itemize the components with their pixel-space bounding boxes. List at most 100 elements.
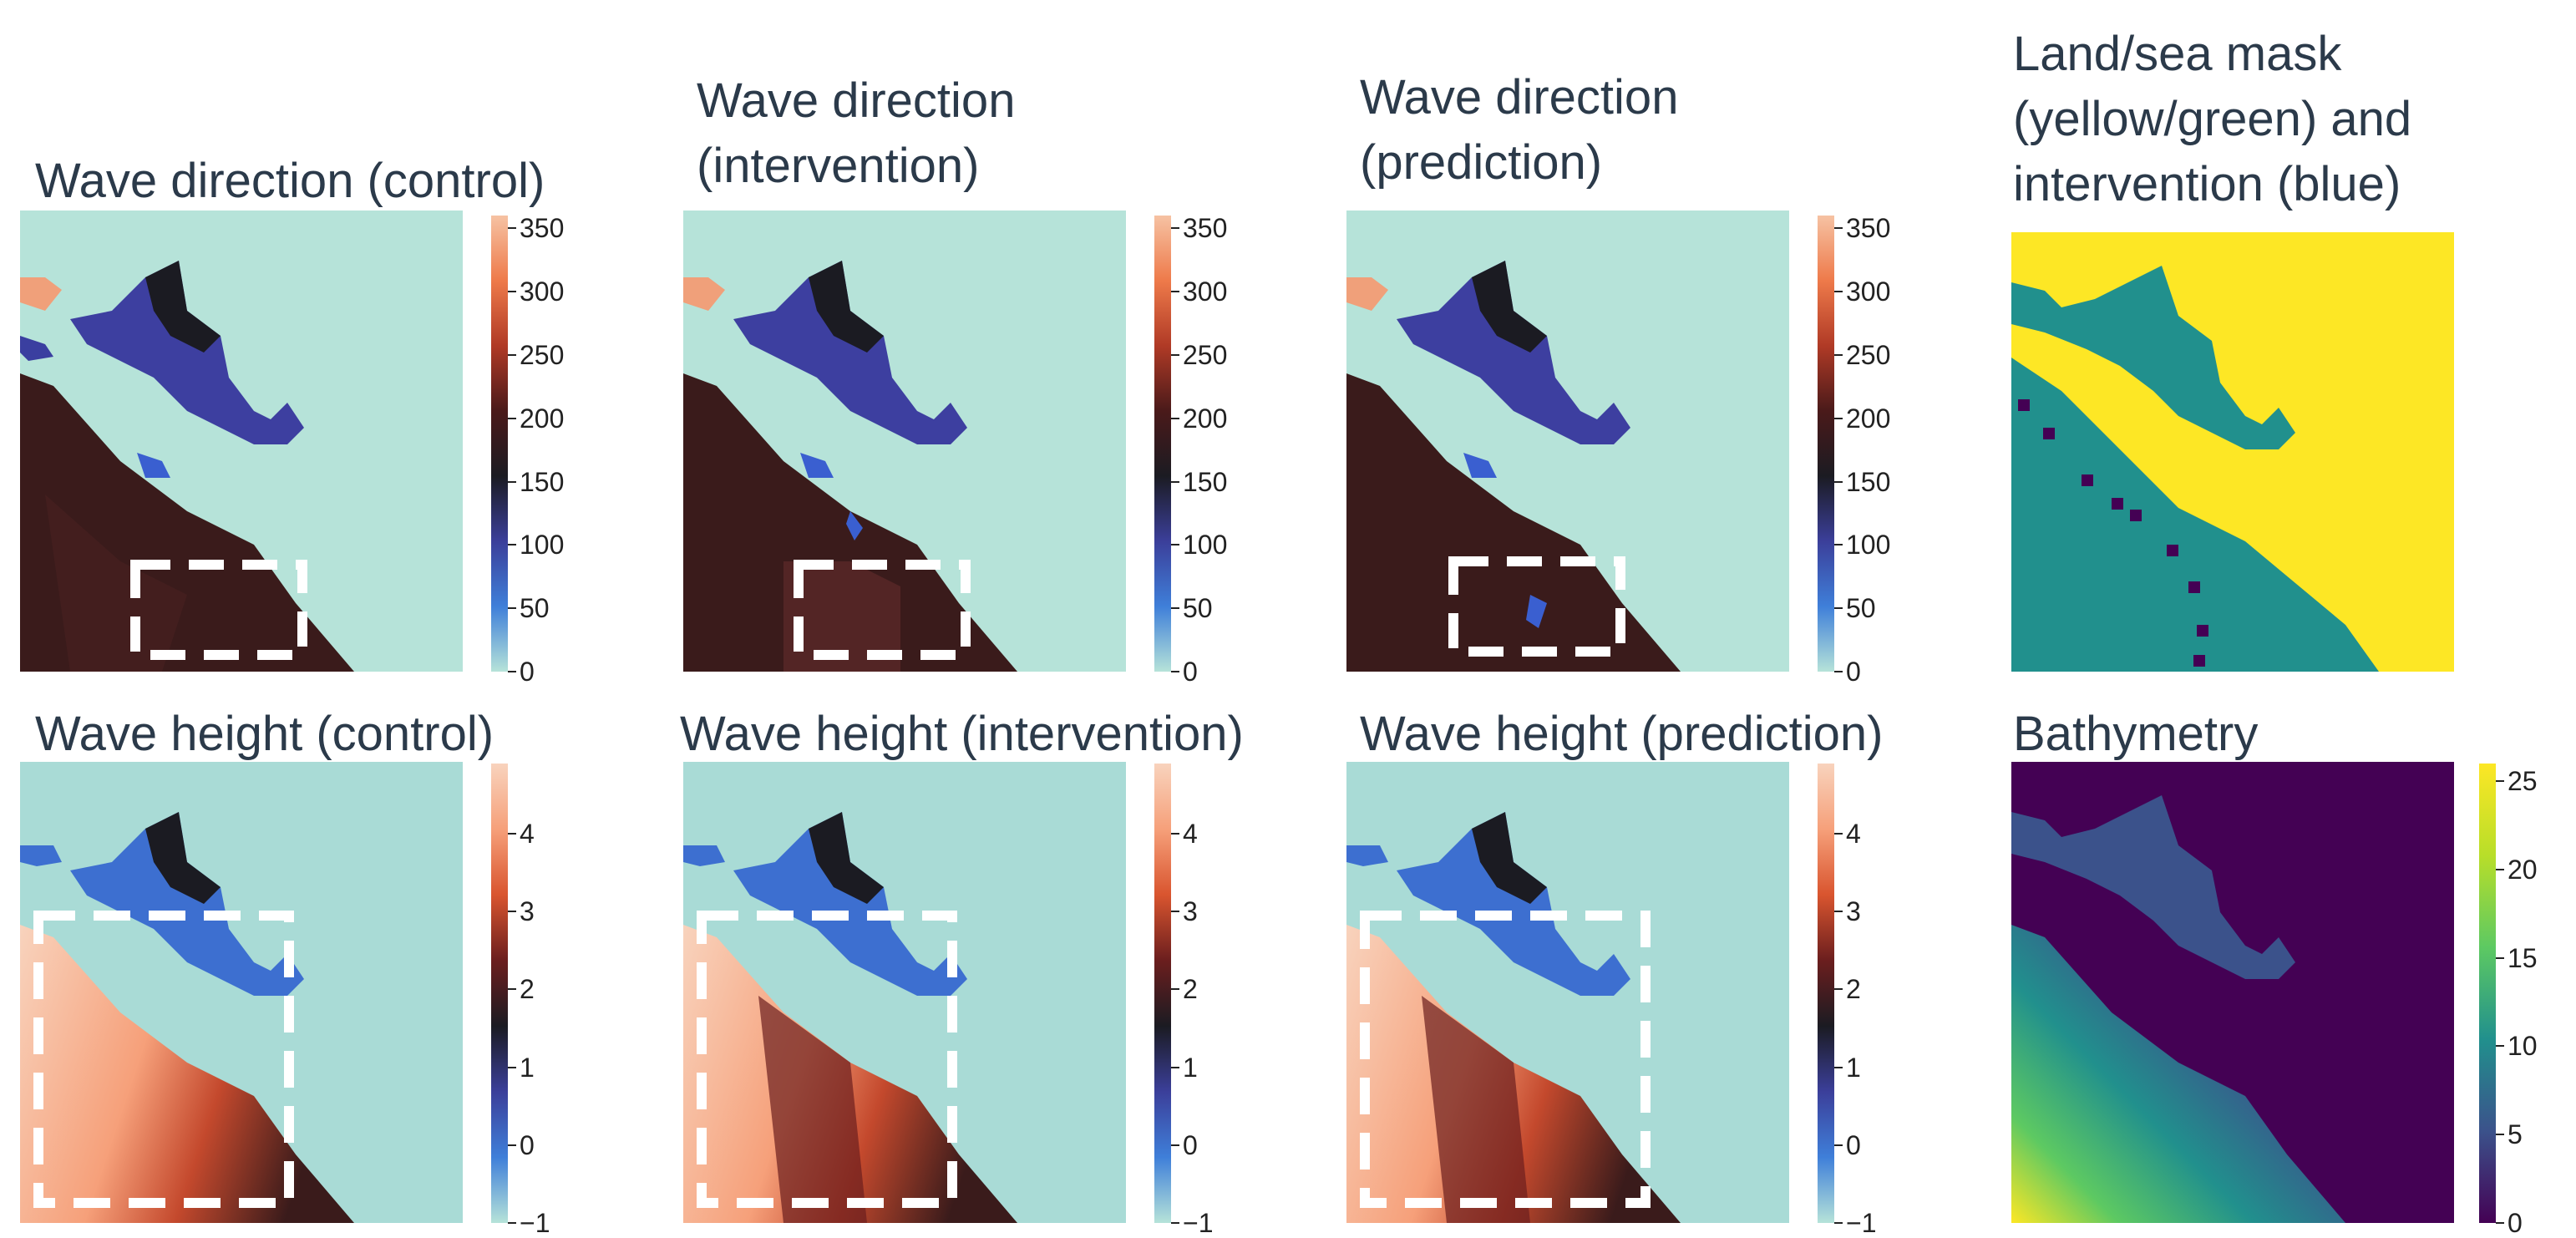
colorbar-dir-intervention-tickmark (1171, 607, 1179, 610)
colorbar-height-intervention-tick-label: 1 (1183, 1052, 1198, 1083)
colorbar-dir-prediction-tick-label: 100 (1846, 530, 1891, 561)
colorbar-dir-control-tick-label: 300 (520, 277, 565, 307)
colorbar-dir-prediction (1818, 216, 1834, 672)
colorbar-dir-intervention-tick-label: 150 (1183, 466, 1228, 497)
colorbar-bathymetry-tickmark (2496, 868, 2504, 870)
heatmap-height-intervention (683, 762, 1126, 1223)
colorbar-dir-prediction-tickmark (1834, 417, 1843, 419)
colorbar-height-control-tickmark (508, 988, 516, 991)
colorbar-dir-prediction-tickmark (1834, 227, 1843, 230)
colorbar-bathymetry-tickmark (2496, 1222, 2504, 1224)
colorbar-height-intervention-tickmark (1171, 911, 1179, 913)
colorbar-bathymetry-tickmark (2496, 1134, 2504, 1136)
colorbar-height-control-tickmark (508, 832, 516, 835)
title-height-control: Wave height (control) (35, 707, 494, 761)
colorbar-dir-prediction-tick-label: 0 (1846, 657, 1861, 687)
colorbar-height-prediction-tick-label: 2 (1846, 974, 1861, 1005)
colorbar-bathymetry-tick-label: 10 (2508, 1031, 2538, 1062)
colorbar-dir-intervention-tickmark (1171, 291, 1179, 292)
colorbar-dir-control-tick-label: 50 (520, 593, 550, 624)
colorbar-height-prediction-tick-label: −1 (1846, 1208, 1877, 1238)
colorbar-dir-prediction-tick-label: 250 (1846, 339, 1891, 370)
colorbar-dir-control (491, 216, 508, 672)
colorbar-bathymetry-tick-label: 20 (2508, 854, 2538, 885)
title-dir-control: Wave direction (control) (35, 154, 545, 208)
colorbar-height-intervention-tickmark (1171, 1222, 1179, 1224)
colorbar-bathymetry-tick-label: 15 (2508, 942, 2538, 973)
colorbar-height-prediction (1818, 764, 1834, 1223)
colorbar-height-control-tick-label: 0 (520, 1129, 535, 1160)
heatmap-height-prediction (1346, 762, 1789, 1223)
colorbar-dir-prediction-tick-label: 350 (1846, 213, 1891, 244)
colorbar-height-prediction-tickmark (1834, 911, 1843, 913)
colorbar-dir-prediction-tick-label: 150 (1846, 466, 1891, 497)
colorbar-dir-control-tick-label: 250 (520, 339, 565, 370)
colorbar-height-control-tickmark (508, 1222, 516, 1224)
heatmap-dir-prediction (1346, 211, 1789, 672)
colorbar-height-control-tickmark (508, 1144, 516, 1146)
colorbar-bathymetry-tickmark (2496, 780, 2504, 783)
colorbar-dir-control-tick-label: 200 (520, 403, 565, 434)
heatmap-dir-intervention (683, 211, 1126, 672)
colorbar-height-control-tick-label: 1 (520, 1052, 535, 1083)
colorbar-dir-prediction-tickmark (1834, 671, 1843, 672)
colorbar-dir-control-tickmark (508, 417, 516, 419)
colorbar-height-intervention-tick-label: 2 (1183, 974, 1198, 1005)
colorbar-dir-control-tickmark (508, 544, 516, 546)
colorbar-dir-control-tick-label: 0 (520, 657, 535, 687)
colorbar-dir-control-tick-label: 150 (520, 466, 565, 497)
colorbar-height-prediction-tick-label: 3 (1846, 896, 1861, 927)
colorbar-height-prediction-tickmark (1834, 832, 1843, 835)
colorbar-height-intervention-tick-label: 3 (1183, 896, 1198, 927)
colorbar-height-control-tick-label: 4 (520, 818, 535, 849)
colorbar-dir-intervention-tick-label: 250 (1183, 339, 1228, 370)
colorbar-height-intervention-tickmark (1171, 988, 1179, 991)
colorbar-height-intervention (1154, 764, 1171, 1223)
colorbar-height-intervention-tickmark (1171, 1066, 1179, 1068)
colorbar-dir-control-tickmark (508, 291, 516, 292)
colorbar-dir-intervention-tickmark (1171, 417, 1179, 419)
colorbar-bathymetry-tickmark (2496, 956, 2504, 959)
colorbar-dir-prediction-tickmark (1834, 607, 1843, 610)
colorbar-dir-control-tick-label: 350 (520, 213, 565, 244)
colorbar-dir-intervention-tick-label: 200 (1183, 403, 1228, 434)
title-dir-intervention: Wave direction (intervention) (697, 74, 1016, 193)
heatmap-mask (2011, 232, 2454, 672)
heatmap-dir-control (20, 211, 463, 672)
colorbar-bathymetry-tickmark (2496, 1045, 2504, 1048)
colorbar-height-prediction-tick-label: 4 (1846, 818, 1861, 849)
colorbar-dir-control-tick-label: 100 (520, 530, 565, 561)
colorbar-dir-intervention-tick-label: 50 (1183, 593, 1213, 624)
colorbar-height-control-tick-label: −1 (520, 1208, 550, 1238)
title-dir-prediction: Wave direction (prediction) (1360, 70, 1679, 190)
colorbar-dir-intervention-tickmark (1171, 353, 1179, 356)
colorbar-bathymetry-tick-label: 5 (2508, 1119, 2523, 1150)
colorbar-height-intervention-tickmark (1171, 1144, 1179, 1146)
colorbar-dir-intervention-tick-label: 100 (1183, 530, 1228, 561)
colorbar-dir-control-tickmark (508, 353, 516, 356)
colorbar-height-prediction-tickmark (1834, 988, 1843, 991)
colorbar-dir-intervention (1154, 216, 1171, 672)
colorbar-height-control-tick-label: 2 (520, 974, 535, 1005)
title-height-intervention: Wave height (intervention) (680, 707, 1244, 761)
colorbar-dir-control-tickmark (508, 671, 516, 672)
colorbar-dir-prediction-tick-label: 200 (1846, 403, 1891, 434)
title-height-prediction: Wave height (prediction) (1360, 707, 1884, 761)
colorbar-height-prediction-tick-label: 0 (1846, 1129, 1861, 1160)
colorbar-height-intervention-tick-label: −1 (1183, 1208, 1214, 1238)
colorbar-dir-prediction-tickmark (1834, 291, 1843, 292)
colorbar-dir-intervention-tick-label: 350 (1183, 213, 1228, 244)
colorbar-height-intervention-tick-label: 0 (1183, 1129, 1198, 1160)
colorbar-dir-prediction-tickmark (1834, 544, 1843, 546)
colorbar-dir-control-tickmark (508, 480, 516, 483)
colorbar-height-control (491, 764, 508, 1223)
colorbar-height-intervention-tickmark (1171, 832, 1179, 835)
colorbar-height-control-tickmark (508, 911, 516, 913)
colorbar-dir-intervention-tickmark (1171, 480, 1179, 483)
colorbar-bathymetry-tick-label: 25 (2508, 766, 2538, 797)
colorbar-bathymetry (2479, 764, 2496, 1223)
colorbar-dir-intervention-tick-label: 300 (1183, 277, 1228, 307)
colorbar-dir-intervention-tickmark (1171, 671, 1179, 672)
colorbar-dir-control-tickmark (508, 227, 516, 230)
colorbar-dir-intervention-tickmark (1171, 227, 1179, 230)
